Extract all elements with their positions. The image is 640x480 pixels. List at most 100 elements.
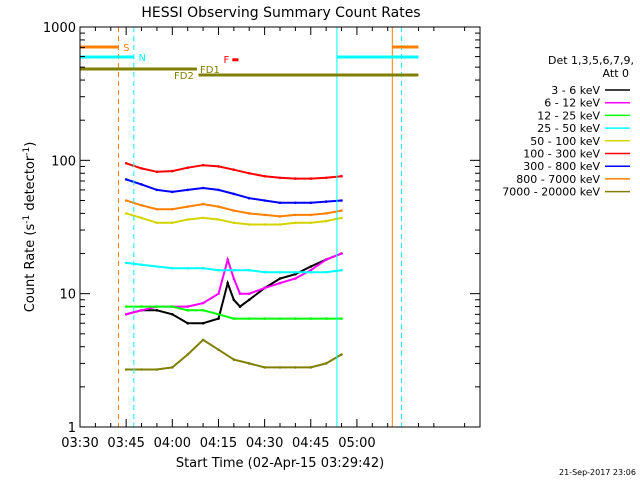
- series-8-point-3: [171, 366, 174, 369]
- series-0-point-8: [232, 298, 236, 302]
- series-8-point-4: [186, 353, 189, 356]
- series-8-point-2: [155, 368, 159, 371]
- x-tick-label-5: 04:45: [292, 436, 329, 451]
- series-4-point-5: [201, 216, 205, 220]
- series-8-point-8: [247, 362, 251, 365]
- legend-label-0: 3 - 6 keV: [551, 84, 600, 97]
- series-8-point-10: [278, 366, 282, 369]
- series-8-point-1: [140, 368, 143, 371]
- series-7-point-8: [247, 212, 251, 215]
- x-axis-ticks: 03:30 03:45 04:00 04:15 04:30 04:45 05:00: [61, 27, 481, 451]
- series-8-point-9: [263, 366, 266, 369]
- series-3-point-2: [155, 265, 159, 268]
- series-5-point-10: [278, 176, 282, 180]
- legend-label-2: 12 - 25 keV: [537, 109, 600, 122]
- flag-bars: SN FD1 FD2 F: [80, 43, 419, 82]
- series-2-point-10: [278, 317, 282, 320]
- series-2-point-0: [124, 305, 128, 308]
- series-3-point-6: [217, 268, 220, 272]
- series-1-point-14: [309, 268, 313, 272]
- series-2-point-5: [201, 309, 205, 312]
- series-6-point-9: [263, 199, 266, 202]
- legend-label-6: 300 - 800 keV: [523, 160, 600, 173]
- series-4-point-9: [263, 223, 266, 226]
- series-4-point-2: [155, 221, 159, 225]
- series-3-point-0: [124, 261, 128, 265]
- series-3-point-9: [263, 270, 266, 274]
- series-4-point-14: [340, 216, 343, 220]
- series-7-point-0: [124, 199, 128, 202]
- flag-label-4: FD1: [200, 65, 220, 76]
- series-5-point-7: [232, 168, 236, 171]
- series-layer: [124, 162, 343, 371]
- flag-label-0: S: [123, 43, 129, 54]
- series-7-point-12: [309, 213, 313, 217]
- series-8-point-13: [324, 362, 328, 365]
- series-6-point-0: [124, 178, 128, 181]
- series-2-point-1: [140, 305, 143, 308]
- series-5-point-9: [263, 174, 266, 178]
- series-5-point-1: [140, 167, 143, 170]
- series-2-point-13: [324, 317, 328, 320]
- series-7-point-9: [263, 213, 266, 217]
- series-2-point-6: [217, 313, 220, 316]
- series-6-point-14: [340, 199, 343, 202]
- series-5-point-11: [294, 177, 297, 180]
- series-2-point-11: [294, 317, 297, 320]
- series-3-point-5: [201, 267, 205, 270]
- series-6-point-5: [201, 186, 205, 190]
- y-tick-label-0: 1: [68, 421, 76, 436]
- series-7-point-10: [278, 215, 282, 218]
- series-0-point-10: [247, 298, 251, 302]
- series-3-point-12: [309, 270, 313, 274]
- series-4-point-3: [171, 221, 174, 225]
- series-2-point-2: [155, 305, 159, 308]
- y-axis-label-end: ): [23, 142, 38, 147]
- legend-header-line2: Att 0: [603, 67, 629, 80]
- series-5-point-4: [186, 166, 189, 169]
- series-6-point-12: [309, 201, 313, 205]
- series-7-point-2: [155, 207, 159, 211]
- series-3-point-7: [232, 268, 236, 272]
- series-4-point-12: [309, 221, 313, 225]
- series-4-point-13: [324, 219, 328, 223]
- series-8-point-5: [201, 338, 205, 342]
- series-6-point-11: [294, 201, 297, 205]
- series-4-point-10: [278, 223, 282, 226]
- series-0-point-5: [201, 321, 205, 325]
- legend-label-7: 800 - 7000 keV: [516, 173, 600, 186]
- series-7-point-1: [140, 204, 143, 207]
- series-4-point-11: [294, 221, 297, 225]
- y-tick-label-3: 1000: [43, 21, 76, 36]
- series-6-point-13: [324, 200, 328, 203]
- flag-label-2: N: [138, 53, 145, 64]
- y-axis-label-main: Count Rate (s: [23, 224, 38, 313]
- series-8-point-11: [294, 366, 297, 369]
- legend-label-3: 25 - 50 keV: [537, 122, 600, 135]
- series-3-point-4: [186, 267, 189, 270]
- series-2-point-8: [247, 317, 251, 320]
- series-7-point-6: [217, 205, 220, 208]
- flare-marker-label: F: [224, 55, 230, 66]
- series-1-point-12: [278, 281, 282, 285]
- y-axis-ticks: 1 10 100 1000: [43, 21, 480, 436]
- legend-label-4: 50 - 100 keV: [530, 135, 600, 148]
- series-8-point-0: [124, 368, 128, 371]
- series-8-point-6: [217, 348, 220, 352]
- series-5-point-3: [171, 169, 174, 173]
- series-6-point-3: [171, 190, 174, 194]
- series-8-point-14: [340, 353, 343, 356]
- legend-label-8: 7000 - 20000 keV: [502, 186, 600, 199]
- y-tick-label-1: 10: [59, 288, 76, 303]
- y-axis-label-mid: detector: [23, 155, 38, 215]
- series-1-point-8: [232, 277, 236, 280]
- x-axis-label: Start Time (02-Apr-15 03:29:42): [176, 456, 384, 471]
- series-2-point-14: [340, 317, 343, 320]
- series-2-point-9: [263, 317, 266, 320]
- x-tick-label-0: 03:30: [61, 436, 98, 451]
- series-1-point-5: [201, 301, 205, 305]
- series-6-point-8: [247, 196, 251, 200]
- series-1-point-9: [238, 292, 242, 296]
